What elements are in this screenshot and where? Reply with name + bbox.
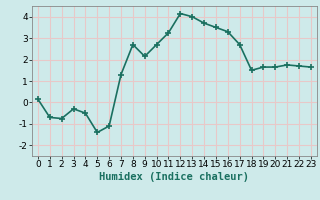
X-axis label: Humidex (Indice chaleur): Humidex (Indice chaleur)	[100, 172, 249, 182]
